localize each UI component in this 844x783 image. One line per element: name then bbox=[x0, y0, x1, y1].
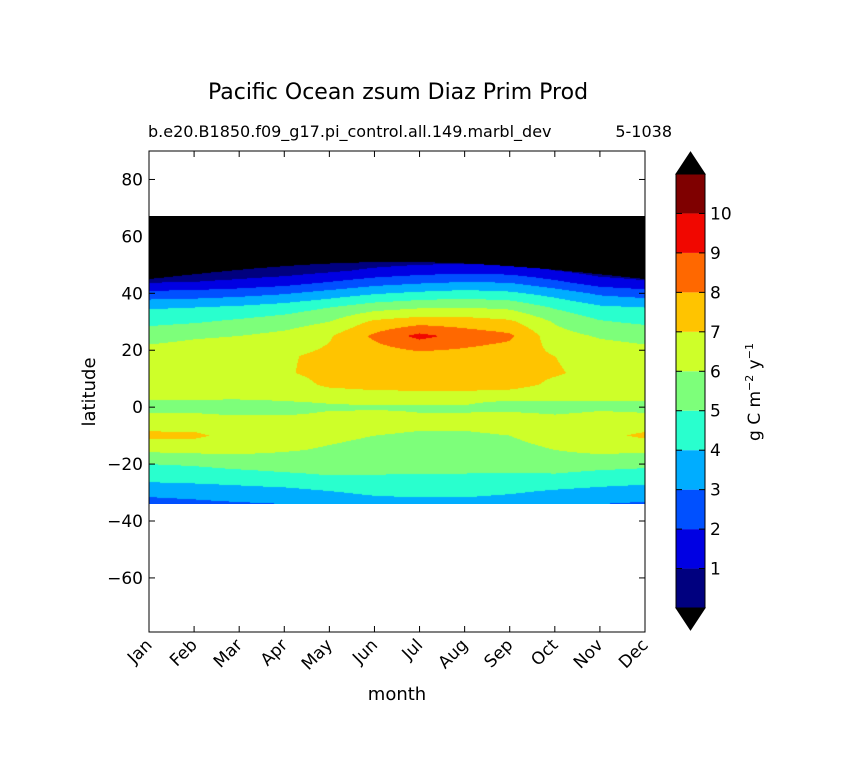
colorbar-tick-label: 10 bbox=[710, 204, 732, 224]
y-tick-label: −20 bbox=[107, 455, 143, 475]
colorbar-extend-bottom bbox=[675, 607, 706, 631]
colorbar-swatch bbox=[676, 568, 705, 608]
colorbar-swatch bbox=[676, 252, 705, 293]
colorbar-frame bbox=[675, 173, 706, 609]
x-tick-label: Apr bbox=[257, 635, 292, 670]
colorbar-swatch bbox=[676, 371, 705, 411]
contour-fill bbox=[149, 216, 645, 504]
y-tick-label: 0 bbox=[132, 398, 143, 418]
plot-frame bbox=[148, 150, 646, 633]
colorbar-tick-label: 8 bbox=[710, 283, 721, 303]
colorbar-swatch bbox=[676, 174, 705, 214]
y-axis-label: latitude bbox=[79, 357, 100, 426]
x-tick-label: Nov bbox=[570, 635, 608, 673]
x-tick-label: Aug bbox=[435, 635, 473, 673]
y-tick-label: 80 bbox=[121, 170, 143, 190]
colorbar-tick-label: 6 bbox=[710, 362, 721, 382]
y-tick-label: −40 bbox=[107, 512, 143, 532]
colorbar-tick-label: 9 bbox=[710, 244, 721, 264]
colorbar-swatch bbox=[676, 489, 705, 530]
colorbar-label: g C m−2 y−1 bbox=[743, 343, 765, 441]
colorbar-tick-label: 2 bbox=[710, 520, 721, 540]
y-axis: 80 60 40 20 0 −20 −40 −60 bbox=[107, 170, 645, 589]
y-tick-label: 60 bbox=[121, 227, 143, 247]
x-tick-label: Feb bbox=[166, 635, 201, 670]
chart-subtitle-left: b.e20.B1850.f09_g17.pi_control.all.149.m… bbox=[148, 122, 552, 142]
colorbar-swatch bbox=[676, 213, 705, 253]
y-tick-label: −60 bbox=[107, 569, 143, 589]
colorbar-tick-label: 7 bbox=[710, 323, 721, 343]
colorbar-swatch bbox=[676, 529, 705, 569]
colorbar-tick-label: 1 bbox=[710, 560, 721, 580]
colorbar-tick-label: 4 bbox=[710, 441, 721, 461]
x-tick-label: Jan bbox=[123, 635, 156, 668]
y-tick-label: 20 bbox=[121, 341, 143, 361]
colorbar-swatch bbox=[676, 450, 705, 490]
x-tick-label: May bbox=[298, 635, 337, 674]
x-tick-label: Sep bbox=[480, 635, 517, 672]
x-tick-label: Dec bbox=[615, 635, 652, 672]
x-tick-label: Jul bbox=[398, 635, 427, 664]
colorbar-swatch bbox=[676, 331, 705, 372]
colorbar-extend-top bbox=[675, 151, 706, 175]
colorbar-tick-label: 5 bbox=[710, 402, 721, 422]
plot-area bbox=[148, 150, 646, 633]
chart-title: Pacific Ocean zsum Diaz Prim Prod bbox=[208, 80, 588, 105]
x-tick-label: Oct bbox=[527, 635, 562, 670]
colorbar-swatch bbox=[676, 410, 705, 451]
colorbar: 1 2 3 4 5 6 7 8 9 10 bbox=[675, 151, 732, 631]
colorbar-tick-label: 3 bbox=[710, 481, 721, 501]
chart-subtitle-right: 5-1038 bbox=[615, 122, 672, 141]
x-axis-label: month bbox=[368, 684, 426, 705]
x-tick-label: Jun bbox=[348, 635, 382, 669]
colorbar-swatch bbox=[676, 292, 705, 332]
x-tick-label: Mar bbox=[210, 635, 247, 672]
y-tick-label: 40 bbox=[121, 284, 143, 304]
